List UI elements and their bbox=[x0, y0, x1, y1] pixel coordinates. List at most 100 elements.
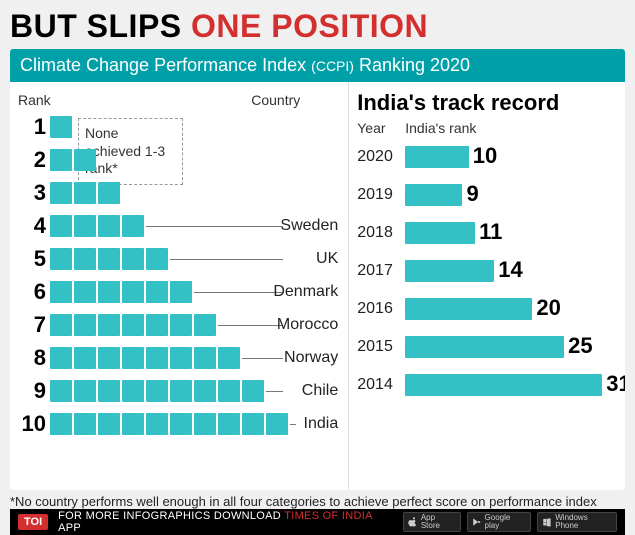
block bbox=[122, 215, 144, 237]
india-value: 20 bbox=[536, 295, 560, 321]
block bbox=[242, 413, 264, 435]
block bbox=[170, 380, 192, 402]
india-title: India's track record bbox=[357, 90, 615, 116]
india-row: 2016 20 bbox=[357, 292, 615, 326]
headline: BUT SLIPS ONE POSITION bbox=[10, 8, 625, 45]
leader-line bbox=[218, 325, 283, 326]
block bbox=[146, 248, 168, 270]
rank-blocks bbox=[50, 215, 144, 237]
block bbox=[170, 347, 192, 369]
india-year: 2014 bbox=[357, 376, 405, 394]
india-year: 2019 bbox=[357, 186, 405, 204]
block bbox=[50, 314, 72, 336]
block bbox=[194, 380, 216, 402]
subtitle-tail: Ranking 2020 bbox=[359, 55, 470, 75]
block bbox=[194, 314, 216, 336]
block bbox=[146, 314, 168, 336]
block bbox=[50, 215, 72, 237]
block bbox=[50, 413, 72, 435]
india-bar bbox=[405, 374, 602, 396]
block bbox=[170, 413, 192, 435]
rank-blocks bbox=[50, 314, 216, 336]
india-bar bbox=[405, 260, 494, 282]
india-year: 2015 bbox=[357, 338, 405, 356]
india-bar bbox=[405, 298, 532, 320]
country-label: UK bbox=[316, 250, 338, 268]
rank-blocks bbox=[50, 116, 72, 138]
block bbox=[98, 281, 120, 303]
india-row: 20199 bbox=[357, 178, 615, 212]
country-label: India bbox=[304, 415, 339, 433]
rank-blocks bbox=[50, 182, 120, 204]
country-label: Sweden bbox=[280, 217, 338, 235]
block bbox=[50, 347, 72, 369]
block bbox=[74, 314, 96, 336]
block bbox=[98, 380, 120, 402]
rank-blocks bbox=[50, 413, 288, 435]
block bbox=[98, 182, 120, 204]
rank-row: 5UK bbox=[18, 244, 340, 274]
toi-badge: TOI bbox=[18, 514, 48, 530]
country-label: Morocco bbox=[277, 316, 338, 334]
india-bar bbox=[405, 184, 462, 206]
rank-row: 4 Sweden bbox=[18, 211, 340, 241]
panel-india-track: India's track record Year India's rank 2… bbox=[348, 82, 625, 490]
block bbox=[50, 281, 72, 303]
leader-line bbox=[170, 259, 283, 260]
block bbox=[122, 314, 144, 336]
store-badge: App Store bbox=[403, 512, 461, 532]
block bbox=[146, 413, 168, 435]
india-value: 31 bbox=[606, 371, 625, 397]
left-header: Rank Country bbox=[18, 92, 340, 108]
block bbox=[98, 248, 120, 270]
india-rows: 2020102019920181120171420162020152520143… bbox=[357, 140, 615, 484]
india-bar-wrap: 11 bbox=[405, 222, 615, 244]
india-value: 14 bbox=[498, 257, 522, 283]
rank-number: 9 bbox=[18, 378, 46, 404]
india-bar bbox=[405, 222, 475, 244]
india-row: 201431 bbox=[357, 368, 615, 402]
rank-blocks bbox=[50, 347, 240, 369]
india-row: 2018 11 bbox=[357, 216, 615, 250]
india-row: 201525 bbox=[357, 330, 615, 364]
india-bar-wrap: 10 bbox=[405, 146, 615, 168]
leader-line bbox=[146, 226, 283, 227]
block bbox=[50, 248, 72, 270]
col-year: Year bbox=[357, 120, 405, 136]
india-year: 2018 bbox=[357, 224, 405, 242]
rank-number: 8 bbox=[18, 345, 46, 371]
india-bar bbox=[405, 336, 564, 358]
block bbox=[146, 380, 168, 402]
block bbox=[98, 215, 120, 237]
india-bar-wrap: 25 bbox=[405, 336, 615, 358]
rank-row: 10India bbox=[18, 409, 340, 439]
rank-row: 9Chile bbox=[18, 376, 340, 406]
block bbox=[122, 248, 144, 270]
block bbox=[74, 182, 96, 204]
col-country: Country bbox=[251, 92, 340, 108]
rank-row: 1 bbox=[18, 112, 340, 142]
india-row: 2020 10 bbox=[357, 140, 615, 174]
block bbox=[74, 248, 96, 270]
rank-number: 4 bbox=[18, 213, 46, 239]
india-bar-wrap: 14 bbox=[405, 260, 615, 282]
footer-text: FOR MORE INFOGRAPHICS DOWNLOAD TIMES OF … bbox=[58, 510, 393, 534]
india-bar-wrap: 9 bbox=[405, 184, 615, 206]
block bbox=[74, 149, 96, 171]
india-bar bbox=[405, 146, 469, 168]
block bbox=[170, 314, 192, 336]
rank-number: 7 bbox=[18, 312, 46, 338]
india-year: 2016 bbox=[357, 300, 405, 318]
block bbox=[50, 380, 72, 402]
rank-blocks bbox=[50, 248, 168, 270]
block bbox=[146, 347, 168, 369]
panels: Rank Country None achieved 1-3 rank* 123… bbox=[10, 82, 625, 490]
block bbox=[74, 413, 96, 435]
india-year: 2020 bbox=[357, 148, 405, 166]
india-value: 11 bbox=[479, 219, 502, 245]
block bbox=[266, 413, 288, 435]
rank-row: 8Norway bbox=[18, 343, 340, 373]
rank-number: 6 bbox=[18, 279, 46, 305]
block bbox=[74, 347, 96, 369]
india-value: 10 bbox=[473, 143, 497, 169]
